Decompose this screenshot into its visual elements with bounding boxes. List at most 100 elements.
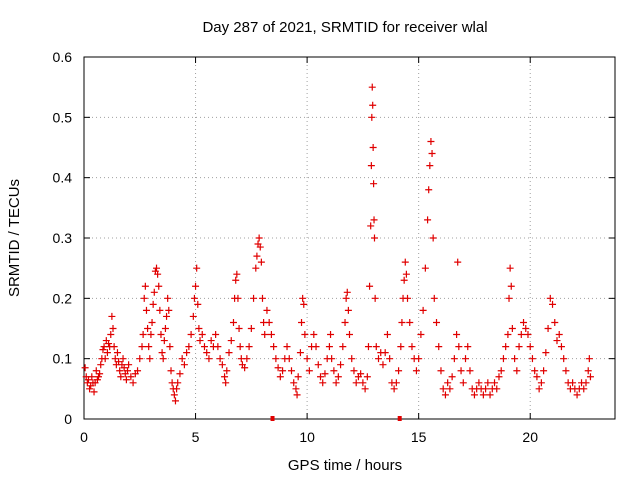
data-point (283, 343, 291, 351)
axis-ticks: 0 0.1 0.2 0.3 0.4 0.5 0.6 0 5 10 15 20 (53, 49, 615, 445)
data-point (205, 355, 213, 363)
y-tick-label: 0 (64, 411, 72, 427)
data-point (150, 288, 158, 296)
data-point (459, 379, 467, 387)
data-point (267, 331, 275, 339)
data-point (103, 349, 111, 357)
data-point (111, 355, 119, 363)
y-tick-label: 0.6 (53, 49, 73, 65)
data-point (293, 391, 301, 399)
data-point (99, 346, 107, 354)
data-point (136, 355, 144, 363)
data-point (178, 355, 186, 363)
data-point (372, 343, 380, 351)
data-point (81, 364, 89, 372)
data-point (486, 391, 494, 399)
data-point (364, 343, 372, 351)
data-point (142, 306, 150, 314)
data-point (229, 318, 237, 326)
data-point (292, 385, 300, 393)
data-point (343, 288, 351, 296)
data-point (301, 331, 309, 339)
data-point (426, 162, 434, 170)
data-point (185, 343, 193, 351)
data-point (138, 343, 146, 351)
data-point (160, 337, 168, 345)
data-point (408, 343, 416, 351)
data-point (316, 373, 324, 381)
data-point (435, 343, 443, 351)
data-point (370, 180, 378, 188)
data-point (314, 361, 322, 369)
data-point (475, 379, 483, 387)
data-point (236, 343, 244, 351)
data-point (557, 343, 565, 351)
chart-title: Day 287 of 2021, SRMTID for receiver wla… (202, 19, 487, 36)
data-point (549, 300, 557, 308)
data-point (299, 294, 307, 302)
data-point (531, 367, 539, 375)
data-point (170, 391, 178, 399)
data-point (265, 318, 273, 326)
data-point (429, 234, 437, 242)
data-point (225, 349, 233, 357)
data-point (88, 373, 96, 381)
data-point (129, 379, 137, 387)
data-point (359, 379, 367, 387)
data-point (569, 379, 577, 387)
data-point (484, 379, 492, 387)
data-point (257, 258, 265, 266)
data-point (156, 306, 164, 314)
data-point (287, 367, 295, 375)
data-point (233, 270, 241, 278)
data-point (149, 300, 157, 308)
data-point (462, 355, 470, 363)
data-point (366, 282, 374, 290)
data-point (522, 325, 530, 332)
y-tick-label: 0.3 (53, 230, 73, 246)
data-point (398, 318, 406, 326)
data-point (400, 276, 408, 284)
plot-frame (83, 56, 616, 420)
data-point (290, 379, 298, 387)
data-point (180, 361, 188, 369)
data-point (207, 337, 215, 345)
data-point (535, 385, 543, 393)
data-point (427, 137, 435, 145)
data-point (334, 373, 342, 381)
data-point (192, 282, 200, 290)
data-point (375, 355, 383, 363)
data-point (115, 358, 123, 366)
x-tick-label: 0 (80, 429, 88, 445)
data-point (164, 294, 172, 302)
data-point (506, 264, 514, 272)
data-point (97, 361, 105, 369)
data-point (495, 373, 503, 381)
data-point (395, 367, 403, 375)
data-point (125, 361, 133, 369)
data-point (402, 270, 410, 278)
data-point (95, 373, 103, 381)
data-point (296, 349, 304, 357)
data-point (392, 379, 400, 387)
data-point (250, 294, 258, 302)
data-point (379, 361, 387, 369)
data-point (528, 355, 536, 363)
data-point (274, 364, 282, 372)
data-point (415, 355, 423, 363)
data-point (325, 343, 333, 351)
data-point (158, 349, 166, 357)
data-point (195, 325, 203, 332)
data-point (339, 343, 347, 351)
data-point (513, 367, 521, 375)
data-point (562, 367, 570, 375)
y-tick-label: 0.1 (53, 351, 73, 367)
data-point (383, 331, 391, 339)
gap-marker (397, 416, 402, 421)
data-point (86, 385, 94, 393)
data-point (319, 379, 327, 387)
data-point (493, 385, 501, 393)
data-point (497, 367, 505, 375)
data-point (370, 216, 378, 224)
data-point (122, 376, 130, 384)
